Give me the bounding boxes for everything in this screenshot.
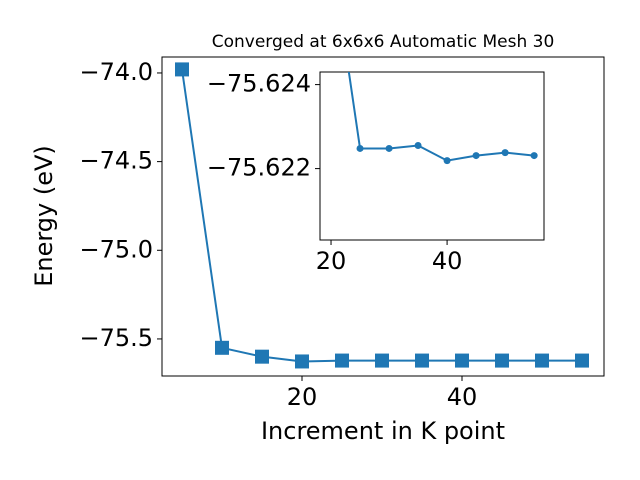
marker bbox=[455, 353, 469, 368]
marker bbox=[335, 353, 349, 368]
plot-area bbox=[175, 62, 589, 369]
x-tick-label: 20 bbox=[287, 383, 318, 411]
marker bbox=[415, 353, 429, 368]
x-tick-label: 40 bbox=[447, 383, 478, 411]
marker bbox=[215, 340, 229, 355]
marker bbox=[501, 149, 509, 157]
marker bbox=[356, 144, 364, 152]
plot-area bbox=[347, 72, 538, 165]
x-axis-label: Increment in K point bbox=[261, 417, 505, 445]
marker bbox=[535, 353, 549, 368]
marker bbox=[375, 353, 389, 368]
x-tick-label: 40 bbox=[432, 247, 463, 275]
x-tick-label: 20 bbox=[316, 247, 347, 275]
y-tick-label: −75.624 bbox=[207, 70, 311, 98]
marker bbox=[472, 152, 480, 160]
y-tick-label: −74.5 bbox=[79, 147, 153, 175]
y-axis-label: Energy (eV) bbox=[30, 145, 58, 287]
line bbox=[347, 72, 535, 162]
marker bbox=[385, 144, 393, 152]
marker bbox=[175, 62, 189, 77]
marker bbox=[443, 157, 451, 165]
marker bbox=[255, 349, 269, 364]
chart-title: Converged at 6x6x6 Automatic Mesh 30 bbox=[212, 32, 555, 52]
marker bbox=[295, 354, 309, 369]
y-tick-label: −75.622 bbox=[207, 154, 311, 182]
y-tick-label: −74.0 bbox=[79, 58, 153, 86]
marker bbox=[414, 142, 422, 149]
marker bbox=[530, 152, 538, 160]
marker bbox=[495, 353, 509, 368]
axes-frame bbox=[319, 71, 545, 241]
marker bbox=[575, 353, 589, 368]
y-tick-label: −75.0 bbox=[79, 235, 153, 263]
y-tick-label: −75.5 bbox=[79, 324, 153, 352]
